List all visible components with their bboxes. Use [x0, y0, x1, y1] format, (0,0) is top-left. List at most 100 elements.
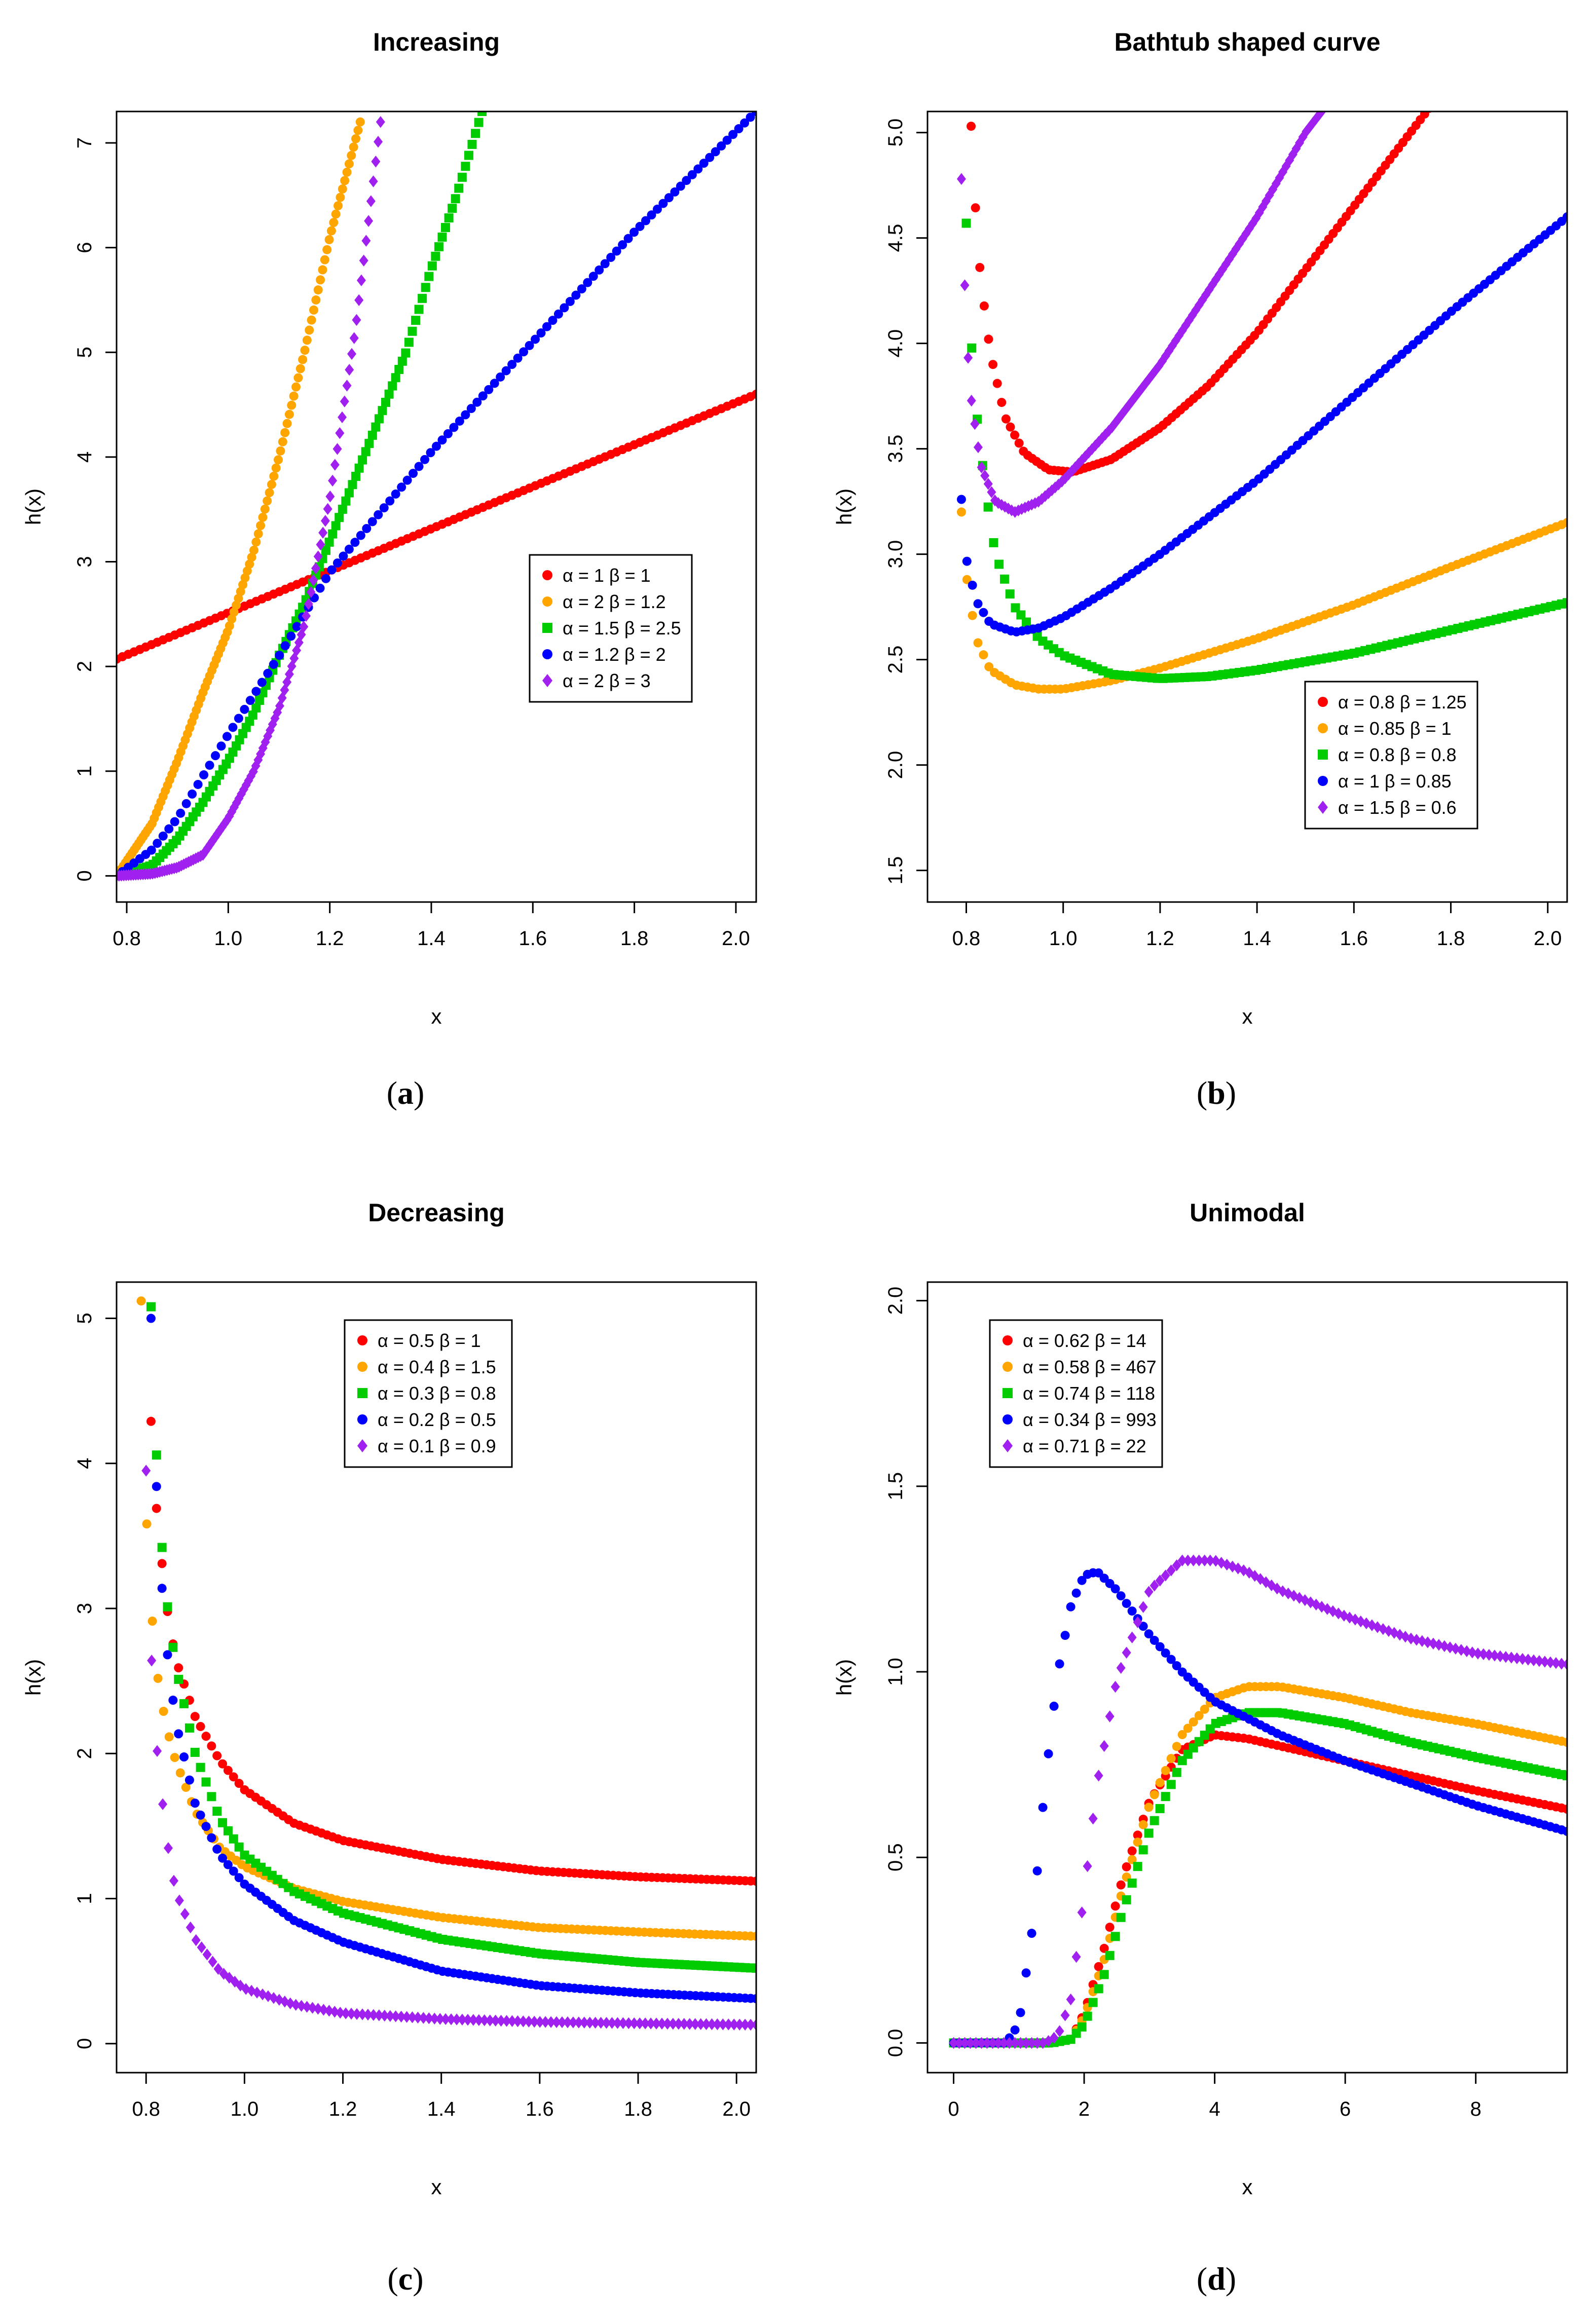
data-point [668, 2017, 678, 2030]
data-point [1412, 1634, 1421, 1646]
data-point [170, 817, 179, 827]
data-point [324, 2005, 334, 2017]
data-point [1014, 438, 1024, 448]
data-point [1172, 1742, 1181, 1751]
data-point [309, 574, 318, 586]
data-point [1055, 2025, 1064, 2037]
data-point [153, 1745, 162, 1757]
data-point [309, 305, 318, 315]
data-point [313, 285, 323, 295]
legend-entry: α = 2 β = 3 [563, 670, 651, 691]
y-tick-label: 1.5 [884, 856, 907, 885]
data-point [335, 427, 345, 439]
data-point [531, 334, 540, 344]
data-point [147, 1655, 157, 1667]
series-3 [146, 1302, 756, 1973]
data-point [336, 193, 345, 202]
data-point [232, 601, 241, 610]
data-point [229, 607, 239, 617]
data-point [574, 2016, 583, 2029]
data-point [184, 1775, 194, 1785]
data-point [1021, 1968, 1031, 1978]
legend-entry: α = 0.1 β = 0.9 [378, 1436, 496, 1456]
y-tick-label: 4.5 [884, 224, 907, 252]
data-point [223, 1826, 233, 1835]
data-point [1010, 430, 1020, 440]
data-point [280, 1996, 289, 2008]
data-point [384, 389, 394, 399]
data-point [977, 461, 986, 474]
data-point [734, 124, 744, 134]
data-point [746, 113, 755, 122]
y-tick-label: 2 [73, 1748, 96, 1759]
data-point [1016, 2008, 1025, 2017]
data-point [693, 164, 703, 174]
data-point [662, 2017, 672, 2030]
data-point [1137, 382, 1147, 394]
data-point [1100, 428, 1110, 441]
data-point [361, 447, 370, 457]
data-point [330, 2006, 340, 2018]
data-point [338, 411, 347, 424]
data-point [563, 2016, 572, 2029]
data-point [263, 730, 273, 742]
data-point [333, 201, 343, 210]
data-point [992, 379, 1002, 388]
data-point [552, 2016, 562, 2029]
data-point [752, 389, 756, 399]
data-point [1429, 98, 1438, 107]
data-point [381, 397, 391, 407]
data-point [1556, 1658, 1566, 1670]
data-point [724, 2018, 733, 2031]
data-point [444, 213, 454, 223]
data-point [1155, 1575, 1165, 1587]
data-point [295, 364, 305, 373]
data-point [207, 1833, 216, 1843]
data-point [1144, 1803, 1154, 1812]
data-point [146, 1314, 156, 1323]
data-point [263, 668, 273, 678]
data-point [530, 2015, 539, 2028]
panel-a: Increasing x h(x) 0.8 1.0 1.2 1.4 1.6 1.8 2.0 0 1 2 3… [21, 28, 757, 1028]
data-point [1122, 1895, 1131, 1904]
data-point [994, 559, 1004, 569]
data-point [1099, 1740, 1109, 1752]
data-point [1060, 2009, 1070, 2021]
data-point [641, 216, 651, 226]
data-point [379, 503, 389, 513]
data-point [152, 1504, 161, 1513]
data-point [419, 2012, 428, 2024]
data-point [461, 410, 470, 420]
data-point [752, 2018, 756, 2031]
data-point [740, 118, 750, 128]
data-point [990, 494, 999, 507]
data-point [1099, 1970, 1109, 1979]
data-point [1005, 589, 1015, 599]
data-point [391, 373, 400, 383]
data-point [478, 391, 488, 401]
data-point [324, 537, 334, 547]
data-point [1149, 1816, 1159, 1825]
data-point [293, 373, 303, 383]
y-tick-label: 2.5 [884, 646, 907, 674]
data-point [332, 443, 342, 455]
data-point [421, 283, 430, 292]
data-point [961, 218, 971, 228]
data-point [402, 475, 412, 485]
data-point [542, 322, 551, 331]
data-point [502, 2015, 511, 2027]
x-tick-label: 1.8 [1437, 927, 1465, 950]
data-point [657, 2017, 666, 2030]
data-point [304, 598, 313, 610]
plot-frame [116, 110, 757, 903]
legend-marker [1318, 749, 1328, 760]
data-point [1189, 1717, 1198, 1727]
legend-marker [357, 1439, 367, 1452]
data-point [612, 246, 621, 256]
data-point [391, 489, 400, 499]
data-point [341, 2007, 351, 2019]
data-point [1116, 1662, 1126, 1674]
data-point [1016, 2037, 1025, 2049]
data-point [1041, 490, 1050, 502]
x-tick-label: 1.4 [417, 927, 446, 950]
